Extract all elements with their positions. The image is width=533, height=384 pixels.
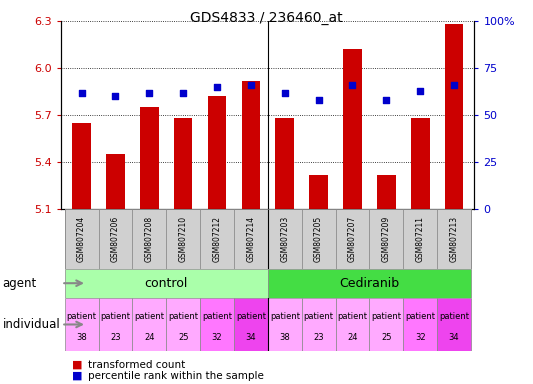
Text: transformed count: transformed count xyxy=(88,360,185,370)
Bar xyxy=(64,298,99,351)
Text: GSM807204: GSM807204 xyxy=(77,216,86,262)
Text: patient: patient xyxy=(168,312,198,321)
Text: ■: ■ xyxy=(72,360,83,370)
Text: GSM807212: GSM807212 xyxy=(213,216,222,262)
Point xyxy=(416,88,424,94)
Text: GSM807209: GSM807209 xyxy=(382,216,391,262)
Bar xyxy=(445,24,463,209)
Text: patient: patient xyxy=(405,312,435,321)
Bar xyxy=(343,50,362,209)
Bar xyxy=(241,81,260,209)
Bar xyxy=(99,298,132,351)
Text: agent: agent xyxy=(3,277,37,290)
Point xyxy=(145,89,154,96)
Text: 38: 38 xyxy=(76,333,87,343)
Text: ■: ■ xyxy=(72,371,83,381)
Bar xyxy=(336,209,369,269)
Text: 24: 24 xyxy=(347,333,358,343)
Point xyxy=(77,89,86,96)
Text: patient: patient xyxy=(67,312,96,321)
Bar xyxy=(64,269,268,298)
Bar xyxy=(302,209,336,269)
Text: patient: patient xyxy=(100,312,131,321)
Bar xyxy=(234,298,268,351)
Text: GSM807211: GSM807211 xyxy=(416,216,425,262)
Bar xyxy=(200,298,234,351)
Point xyxy=(314,97,323,103)
Text: 25: 25 xyxy=(178,333,189,343)
Bar xyxy=(106,154,125,209)
Text: patient: patient xyxy=(304,312,334,321)
Bar xyxy=(140,108,159,209)
Point xyxy=(179,89,188,96)
Bar xyxy=(72,123,91,209)
Text: GSM807206: GSM807206 xyxy=(111,216,120,262)
Point xyxy=(111,93,120,99)
Point xyxy=(247,82,255,88)
Text: patient: patient xyxy=(134,312,164,321)
Bar xyxy=(411,118,430,209)
Text: GSM807205: GSM807205 xyxy=(314,216,323,262)
Bar xyxy=(437,209,471,269)
Text: 25: 25 xyxy=(381,333,392,343)
Text: patient: patient xyxy=(270,312,300,321)
Text: 24: 24 xyxy=(144,333,155,343)
Bar xyxy=(403,298,437,351)
Bar xyxy=(64,209,99,269)
Bar xyxy=(437,298,471,351)
Bar xyxy=(268,269,471,298)
Bar xyxy=(377,175,395,209)
Bar xyxy=(208,96,227,209)
Text: GSM807214: GSM807214 xyxy=(246,216,255,262)
Text: GSM807213: GSM807213 xyxy=(449,216,458,262)
Text: 34: 34 xyxy=(449,333,459,343)
Bar xyxy=(369,298,403,351)
Text: 34: 34 xyxy=(246,333,256,343)
Point xyxy=(450,82,458,88)
Text: GSM807210: GSM807210 xyxy=(179,216,188,262)
Bar xyxy=(200,209,234,269)
Text: GSM807207: GSM807207 xyxy=(348,216,357,262)
Bar xyxy=(174,118,192,209)
Text: 23: 23 xyxy=(313,333,324,343)
Bar xyxy=(336,298,369,351)
Text: control: control xyxy=(144,277,188,290)
Bar xyxy=(99,209,132,269)
Bar xyxy=(403,209,437,269)
Bar xyxy=(166,209,200,269)
Point xyxy=(280,89,289,96)
Bar xyxy=(369,209,403,269)
Bar xyxy=(268,209,302,269)
Text: GSM807208: GSM807208 xyxy=(145,216,154,262)
Bar xyxy=(309,175,328,209)
Text: 38: 38 xyxy=(279,333,290,343)
Point xyxy=(348,82,357,88)
Text: patient: patient xyxy=(337,312,367,321)
Text: patient: patient xyxy=(439,312,469,321)
Text: 32: 32 xyxy=(212,333,222,343)
Bar xyxy=(166,298,200,351)
Bar xyxy=(268,298,302,351)
Text: individual: individual xyxy=(3,318,60,331)
Text: Cediranib: Cediranib xyxy=(340,277,399,290)
Text: 23: 23 xyxy=(110,333,121,343)
Text: patient: patient xyxy=(236,312,266,321)
Bar xyxy=(132,298,166,351)
Bar xyxy=(234,209,268,269)
Text: GSM807203: GSM807203 xyxy=(280,216,289,262)
Bar xyxy=(132,209,166,269)
Text: patient: patient xyxy=(202,312,232,321)
Text: percentile rank within the sample: percentile rank within the sample xyxy=(88,371,264,381)
Text: 32: 32 xyxy=(415,333,425,343)
Bar xyxy=(302,298,336,351)
Point xyxy=(382,97,391,103)
Bar xyxy=(276,118,294,209)
Text: patient: patient xyxy=(372,312,401,321)
Text: GDS4833 / 236460_at: GDS4833 / 236460_at xyxy=(190,11,343,25)
Point xyxy=(213,84,221,90)
